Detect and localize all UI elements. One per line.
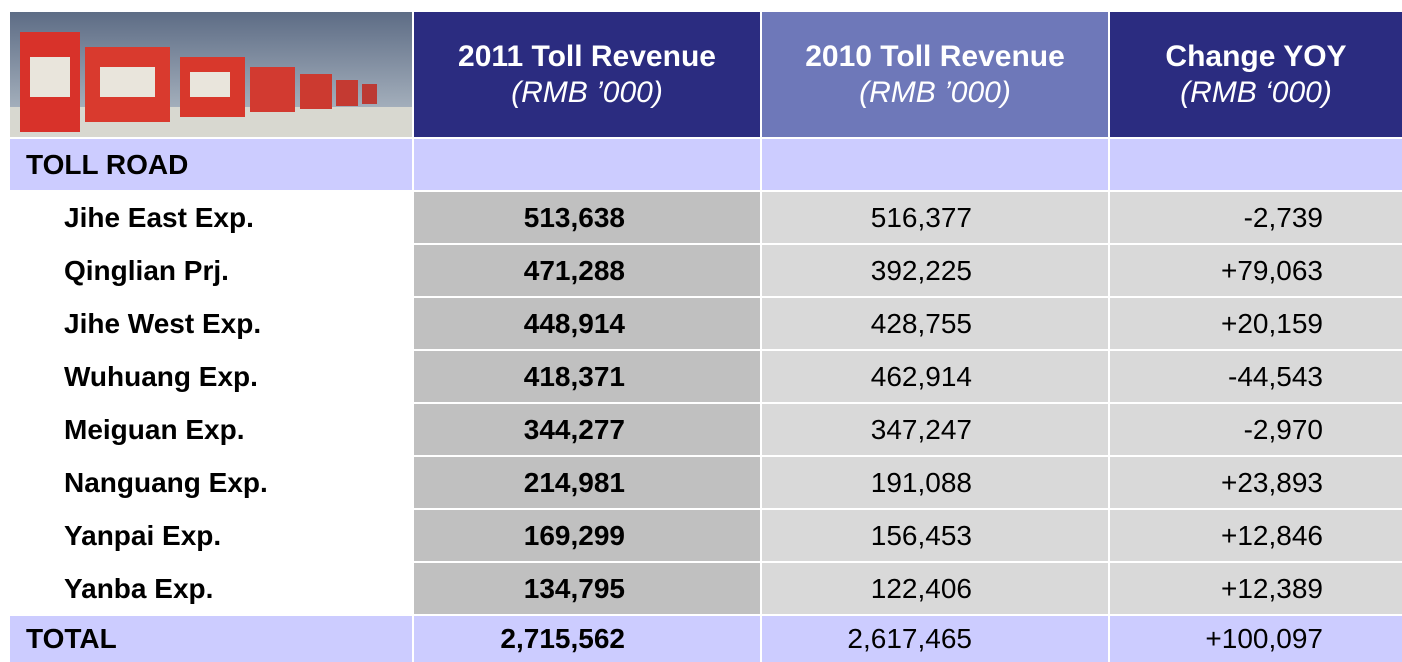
column-header: Change YOY(RMB ‘000) (1110, 12, 1402, 137)
road-name: Meiguan Exp. (10, 404, 412, 455)
change-yoy: +20,159 (1110, 298, 1402, 349)
road-name: Wuhuang Exp. (10, 351, 412, 402)
revenue-2010: 392,225 (762, 245, 1108, 296)
header-title: 2010 Toll Revenue (805, 40, 1065, 74)
change-yoy: -2,970 (1110, 404, 1402, 455)
header-unit: (RMB ’000) (859, 76, 1011, 110)
revenue-table: 2011 Toll Revenue(RMB ’000)2010 Toll Rev… (10, 12, 1402, 662)
revenue-2011: 513,638 (414, 192, 760, 243)
revenue-2010: 191,088 (762, 457, 1108, 508)
road-name: Nanguang Exp. (10, 457, 412, 508)
header-unit: (RMB ’000) (511, 76, 663, 110)
column-header: 2010 Toll Revenue(RMB ’000) (762, 12, 1108, 137)
road-name: Yanpai Exp. (10, 510, 412, 561)
change-yoy: +12,846 (1110, 510, 1402, 561)
header-title: Change YOY (1165, 40, 1346, 74)
revenue-2010: 347,247 (762, 404, 1108, 455)
road-name: Yanba Exp. (10, 563, 412, 614)
revenue-2010: 462,914 (762, 351, 1108, 402)
revenue-2011: 169,299 (414, 510, 760, 561)
column-header: 2011 Toll Revenue(RMB ’000) (414, 12, 760, 137)
change-yoy: +12,389 (1110, 563, 1402, 614)
revenue-2011: 134,795 (414, 563, 760, 614)
change-yoy: -44,543 (1110, 351, 1402, 402)
page: 2011 Toll Revenue(RMB ’000)2010 Toll Rev… (0, 0, 1402, 662)
section-cell (1110, 139, 1402, 190)
total-change-yoy: +100,097 (1110, 616, 1402, 662)
revenue-2011: 344,277 (414, 404, 760, 455)
road-name: Qinglian Prj. (10, 245, 412, 296)
revenue-2010: 428,755 (762, 298, 1108, 349)
revenue-2011: 471,288 (414, 245, 760, 296)
revenue-2011: 214,981 (414, 457, 760, 508)
revenue-2010: 122,406 (762, 563, 1108, 614)
road-name: Jihe West Exp. (10, 298, 412, 349)
header-image (10, 12, 412, 137)
header-unit: (RMB ‘000) (1180, 76, 1332, 110)
total-revenue-2010: 2,617,465 (762, 616, 1108, 662)
change-yoy: +79,063 (1110, 245, 1402, 296)
section-label: TOLL ROAD (10, 139, 412, 190)
revenue-2010: 516,377 (762, 192, 1108, 243)
toll-booth-photo (10, 12, 412, 137)
section-cell (762, 139, 1108, 190)
section-cell (414, 139, 760, 190)
road-name: Jihe East Exp. (10, 192, 412, 243)
change-yoy: +23,893 (1110, 457, 1402, 508)
change-yoy: -2,739 (1110, 192, 1402, 243)
revenue-2011: 448,914 (414, 298, 760, 349)
revenue-2011: 418,371 (414, 351, 760, 402)
revenue-2010: 156,453 (762, 510, 1108, 561)
header-title: 2011 Toll Revenue (458, 40, 716, 74)
total-revenue-2011: 2,715,562 (414, 616, 760, 662)
total-label: TOTAL (10, 616, 412, 662)
